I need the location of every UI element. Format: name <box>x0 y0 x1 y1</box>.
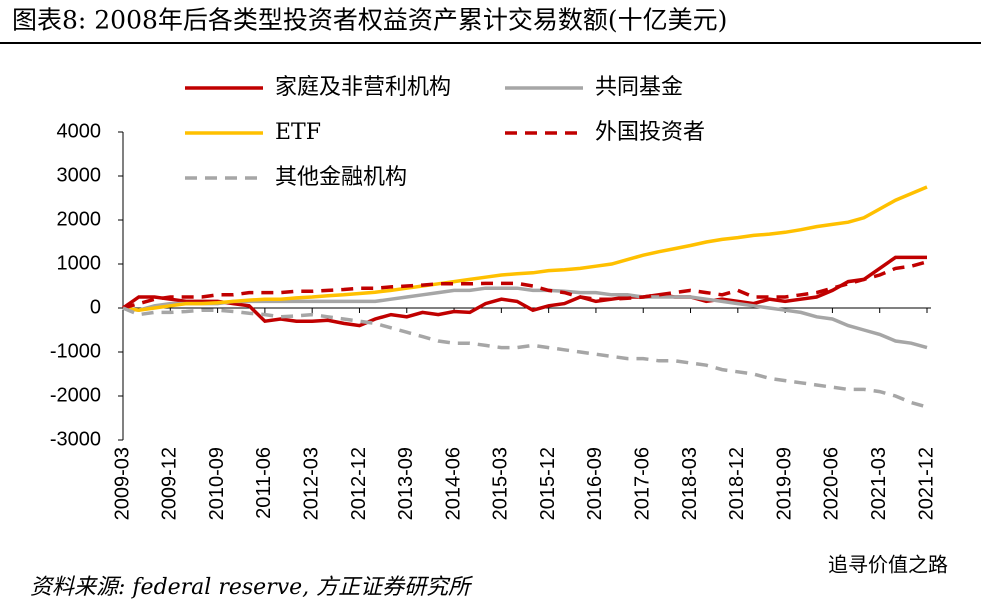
x-tick-label: 2017-06 <box>632 447 654 520</box>
y-tick-label: -2000 <box>50 384 101 406</box>
x-tick-label: 2021-03 <box>868 447 890 520</box>
y-tick-label: 4000 <box>57 120 102 142</box>
x-tick-label: 2009-03 <box>111 447 133 520</box>
legend-label: ETF <box>275 120 321 145</box>
y-tick-label: 0 <box>90 296 101 318</box>
x-tick-label: 2009-12 <box>159 447 181 520</box>
x-tick-label: 2013-09 <box>395 447 417 520</box>
watermark: 追寻价值之路 <box>828 553 948 577</box>
x-tick-label: 2015-12 <box>537 447 559 520</box>
series-line <box>122 255 927 328</box>
x-tick-label: 2018-12 <box>726 447 748 520</box>
series-line <box>122 260 928 310</box>
y-tick-label: 3000 <box>57 164 102 186</box>
x-tick-label: 2010-09 <box>206 447 228 520</box>
y-tick-label: 2000 <box>57 208 102 230</box>
x-tick-label: 2015-03 <box>490 447 512 520</box>
x-tick-label: 2011-06 <box>253 447 275 519</box>
source-note: 资料来源: federal reserve, 方正证券研究所 <box>30 575 473 600</box>
x-tick-label: 2014-06 <box>442 447 464 520</box>
legend-label: 外国投资者 <box>595 120 705 145</box>
series-line <box>122 306 928 409</box>
chart-title: 图表8: 2008年后各类型投资者权益资产累计交易数额(十亿美元) <box>12 6 727 35</box>
x-tick-label: 2016-09 <box>584 447 606 520</box>
x-tick-label: 2012-03 <box>300 447 322 520</box>
legend-label: 共同基金 <box>595 75 683 100</box>
x-tick-label: 2018-03 <box>679 447 701 520</box>
y-tick-label: -3000 <box>50 428 101 450</box>
legend-label: 其他金融机构 <box>275 165 407 190</box>
x-tick-label: 2012-12 <box>348 447 370 520</box>
x-tick-label: 2019-09 <box>773 447 795 520</box>
legend-label: 家庭及非营利机构 <box>275 75 451 100</box>
x-tick-label: 2020-06 <box>821 447 843 520</box>
x-tick-label: 2021-12 <box>915 447 937 520</box>
y-tick-label: -1000 <box>50 340 101 362</box>
y-tick-label: 1000 <box>57 252 102 274</box>
series-line <box>122 185 928 312</box>
